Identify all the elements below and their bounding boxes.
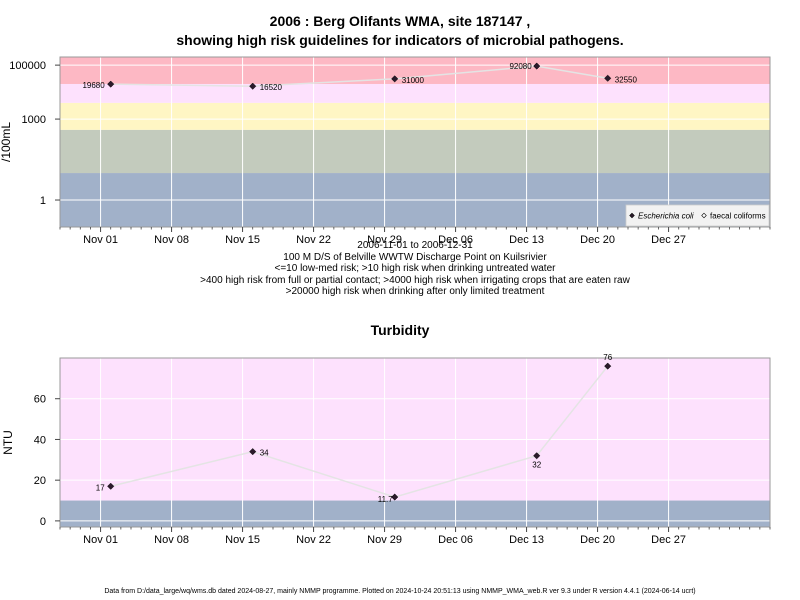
- chart0-data-label: 32550: [615, 75, 638, 84]
- chart1-data-point: [533, 452, 541, 460]
- chart0-x-tick-label: Nov 15: [225, 234, 260, 246]
- chart0-risk-band: [60, 57, 770, 84]
- chart0-data-label: 31000: [402, 76, 425, 85]
- chart1-data-label: 34: [260, 449, 269, 458]
- chart0-risk-band: [60, 102, 770, 130]
- chart0-data-label: 16520: [260, 83, 283, 92]
- chart0-data-label: 19680: [82, 81, 105, 90]
- chart1-x-tick-label: Dec 13: [509, 534, 544, 546]
- caption-guideline-1: <=10 low-med risk; >10 high risk when dr…: [274, 263, 556, 275]
- caption-site-description: 100 M D/S of Belville WWTW Discharge Poi…: [283, 251, 547, 263]
- chart1-risk-band: [60, 358, 770, 501]
- page-title: 2006 : Berg Olifants WMA, site 187147 , …: [0, 12, 800, 50]
- chart0-y-tick-label: 1: [40, 195, 46, 207]
- chart0-data-point: [107, 80, 115, 88]
- chart0-risk-band: [60, 83, 770, 103]
- chart0-legend-box: [625, 204, 770, 227]
- chart0-x-tick-label: Dec 20: [580, 234, 615, 246]
- chart0-y-tick-label: 1000: [22, 114, 46, 126]
- chart0-x-tick-label: Dec 27: [651, 234, 686, 246]
- turbidity-chart-title: Turbidity: [370, 322, 430, 338]
- chart1-data-point: [249, 448, 257, 456]
- chart0-legend-marker: [629, 212, 635, 219]
- chart1-x-tick-label: Dec 06: [438, 534, 473, 546]
- chart0-x-tick-label: Nov 29: [367, 234, 402, 246]
- chart1-x-tick-label: Dec 27: [651, 534, 686, 546]
- chart1-y-axis-label: NTU: [1, 430, 15, 455]
- chart0-legend-label: faecal coliforms: [710, 212, 766, 221]
- chart0-data-label: 92080: [509, 62, 532, 71]
- chart0-risk-band: [60, 129, 770, 174]
- chart1-y-tick-label: 20: [34, 475, 46, 487]
- chart0-data-point: [249, 82, 257, 90]
- chart0-data-point: [604, 74, 612, 82]
- chart1-data-label: 32: [532, 461, 541, 470]
- chart1-x-tick-label: Nov 15: [225, 534, 260, 546]
- chart0-x-tick-label: Nov 08: [154, 234, 189, 246]
- turbidity-plot: Nov 01 Nov 08 Nov 15 Nov 22 Nov 29 Dec 06 Dec …: [1, 353, 771, 546]
- footer-note: Data from D:/data_large/wq/wms.db dated …: [104, 588, 696, 595]
- chart1-data-point: [107, 482, 115, 490]
- chart1-y-tick-label: 60: [34, 394, 46, 406]
- chart1-x-tick-label: Nov 29: [367, 534, 402, 546]
- chart0-legend-marker: [701, 212, 707, 219]
- chart1-y-tick-label: 40: [34, 434, 46, 446]
- microbial-plot: Nov 01 Nov 08 Nov 15 Nov 22 Nov 29 Dec 06 Dec …: [0, 56, 771, 246]
- chart1-y-tick-label: 0: [40, 516, 46, 528]
- chart0-data-point: [391, 75, 399, 83]
- chart0-x-tick-label: Nov 22: [296, 234, 331, 246]
- caption-date-range: 2006-11-01 to 2006-12-31: [357, 240, 473, 251]
- chart0-y-axis-label: /100mL: [0, 122, 13, 162]
- chart1-data-point: [391, 493, 399, 501]
- chart1-data-point: [604, 362, 612, 370]
- chart0-x-tick-label: Dec 13: [509, 234, 544, 246]
- title-line-1: 2006 : Berg Olifants WMA, site 187147 ,: [269, 13, 531, 29]
- chart0-data-point: [533, 62, 541, 70]
- chart0-x-tick-label: Nov 01: [83, 234, 118, 246]
- chart1-x-tick-label: Nov 22: [296, 534, 331, 546]
- chart0-y-tick-label: 100000: [9, 60, 46, 72]
- caption-guideline-2: >400 high risk from full or partial cont…: [200, 274, 630, 286]
- chart1-data-label: 76: [603, 353, 612, 362]
- chart0-x-tick-label: Dec 06: [438, 234, 473, 246]
- chart1-risk-band: [60, 500, 770, 527]
- chart1-x-tick-label: Nov 01: [83, 534, 118, 546]
- title-line-2: showing high risk guidelines for indicat…: [176, 32, 624, 48]
- chart1-data-label: 11.7: [378, 495, 394, 504]
- chart1-x-tick-label: Dec 20: [580, 534, 615, 546]
- chart1-data-label: 17: [96, 483, 105, 492]
- plot-caption: 2006-11-01 to 2006-12-31 100 M D/S of Be…: [60, 240, 770, 298]
- caption-guideline-3: >20000 high risk when drinking after onl…: [285, 286, 545, 298]
- chart0-legend-label: Escherichia coli: [638, 212, 694, 221]
- chart1-x-tick-label: Nov 08: [154, 534, 189, 546]
